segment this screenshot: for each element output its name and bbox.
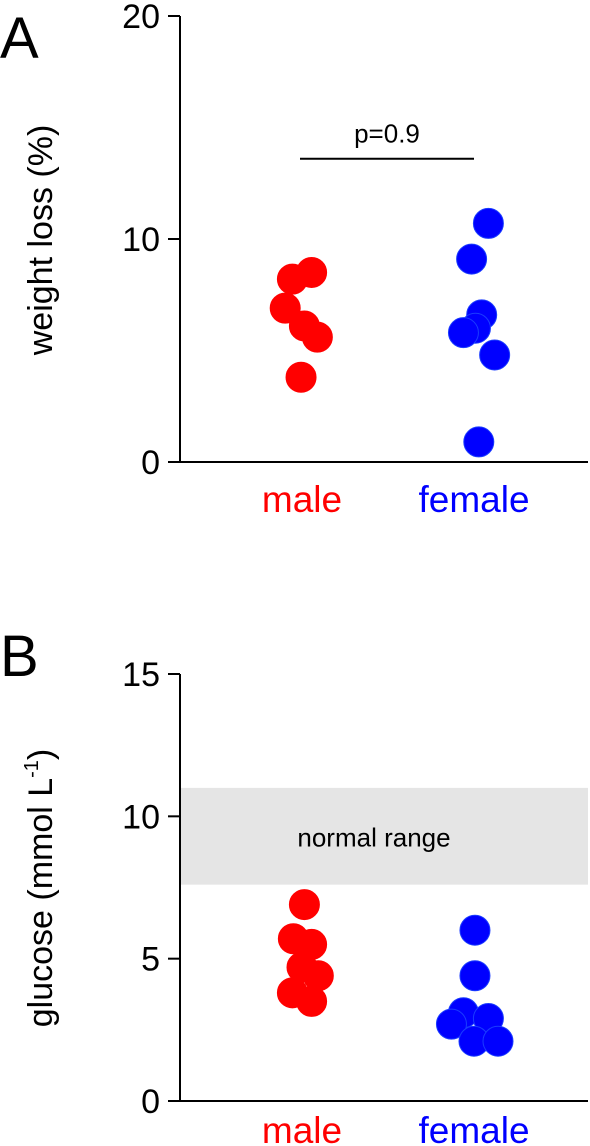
panel-a-annotations: p=0.9 (300, 119, 474, 160)
panel-b-axes: 0 5 10 15 (122, 656, 588, 1121)
panel-b-point-female (459, 914, 491, 946)
panel-b-points (276, 889, 514, 1057)
panel-a-xtick-female: female (418, 479, 529, 520)
panel-b-point-male (296, 985, 328, 1017)
panel-b-ytick-label: 0 (141, 1083, 160, 1121)
panel-b-xtick-female: female (418, 1110, 529, 1146)
panel-a-point-female (463, 426, 495, 458)
panel-b-xtick-male: male (262, 1110, 342, 1146)
panel-a-ytick-label: 0 (141, 444, 160, 482)
panel-b-ylabel-superscript: -1 (21, 760, 43, 778)
panel-b-point-female (435, 1008, 467, 1040)
panel-a-point-female (479, 339, 511, 371)
panel-b-label: B (0, 624, 39, 689)
panel-b-ylabel-close: ) (22, 749, 60, 760)
panel-b-ytick-label: 15 (122, 656, 160, 694)
panel-b-point-male (302, 960, 334, 992)
panel-a-point-female (447, 317, 479, 349)
panel-b-ytick-label: 5 (141, 941, 160, 979)
panel-b-ytick-label: 10 (122, 798, 160, 836)
panel-b-point-female (482, 1025, 514, 1057)
panel-b-normal-range-band (180, 787, 588, 885)
panel-a-axes: 0 10 20 (122, 0, 588, 482)
panel-a-points (269, 207, 511, 458)
panel-b-normal-range-label: normal range (297, 822, 450, 852)
panel-a-ytick-label: 10 (122, 221, 160, 259)
panel-b-ylabel: glucose (mmol L-1) (21, 749, 60, 1028)
panel-a-point-male (285, 361, 317, 393)
panel-a-point-male (296, 256, 328, 288)
panel-a-point-male (269, 292, 301, 324)
panel-a-p-value-label: p=0.9 (354, 119, 420, 149)
panel-b-band-layer: normal range (180, 787, 588, 885)
panel-b-ylabel-main: glucose (mmol L (22, 778, 60, 1027)
panel-a-xtick-male: male (262, 479, 342, 520)
panel-b: B glucose (mmol L-1) normal range 0 5 10 15… (0, 624, 588, 1146)
panel-a: A weight loss (%) 0 10 20 p=0.9 male femal… (0, 0, 588, 520)
panel-a-point-male (301, 321, 333, 353)
panel-b-point-female (459, 960, 491, 992)
panel-a-point-female (456, 243, 488, 275)
panel-a-ytick-label: 20 (122, 0, 160, 36)
panel-b-point-male (288, 889, 320, 921)
panel-a-point-female (472, 207, 504, 239)
panel-a-ylabel: weight loss (%) (22, 125, 60, 357)
panel-a-label: A (0, 6, 39, 71)
